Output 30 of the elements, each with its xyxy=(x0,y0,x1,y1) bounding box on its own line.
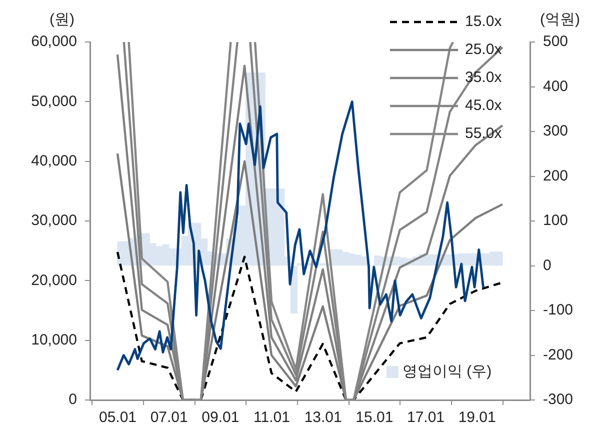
x-tick-label: 09.01 xyxy=(202,409,240,426)
y2-tick-label: -300 xyxy=(543,391,574,408)
x-tick-label: 15.01 xyxy=(356,409,394,426)
legend-label: 영업이익 (우) xyxy=(402,363,492,380)
legend-label: 15.0x xyxy=(465,13,502,30)
x-tick-label: 19.01 xyxy=(458,409,496,426)
y2-tick-label: 100 xyxy=(543,212,568,230)
y2-tick-label: 400 xyxy=(543,78,568,95)
y-tick-label: 0 xyxy=(68,391,77,408)
y-tick-label: 40,000 xyxy=(31,152,77,170)
legend-label: 25.0x xyxy=(465,41,502,58)
x-tick-label: 13.01 xyxy=(304,409,342,426)
y-tick-label: 10,000 xyxy=(31,331,77,348)
y-tick-label: 60,000 xyxy=(31,33,77,50)
y2-tick-label: 500 xyxy=(543,33,568,50)
y2-tick-label: 0 xyxy=(543,256,552,274)
x-tick-label: 11.01 xyxy=(254,409,290,426)
y2-tick-label: 200 xyxy=(543,167,568,184)
y2-tick-label: -200 xyxy=(543,346,574,364)
y-tick-label: 30,000 xyxy=(31,212,77,230)
x-tick-label: 07.01 xyxy=(150,409,188,426)
y-tick-label: 50,000 xyxy=(31,92,77,110)
legend-label: 45.0x xyxy=(465,97,502,114)
x-tick-label: 05.01 xyxy=(98,409,137,426)
y-tick-label: 20,000 xyxy=(31,272,77,289)
y2-tick-label: -100 xyxy=(543,302,574,319)
y2-tick-label: 300 xyxy=(543,122,568,140)
x-tick-label: 17.01 xyxy=(406,409,445,426)
y2-axis-title: (억원) xyxy=(540,11,580,28)
y-axis-title: (원) xyxy=(50,11,74,28)
